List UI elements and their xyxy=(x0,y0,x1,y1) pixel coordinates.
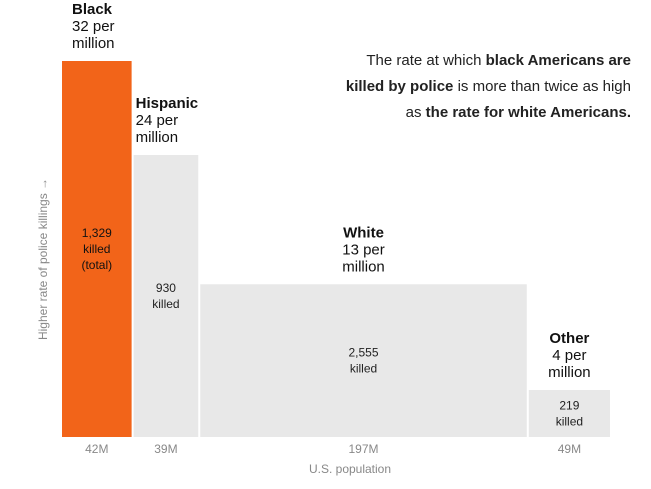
bars-group xyxy=(62,61,610,437)
population-label-hispanic: 39M xyxy=(154,442,177,456)
rate-unit-label-black: million xyxy=(72,35,115,52)
annotation-bold: the rate for white Americans. xyxy=(425,104,631,121)
bar-black xyxy=(62,61,132,437)
rate-unit-label-other: million xyxy=(548,364,591,381)
killed-label-hispanic: 930 xyxy=(156,281,176,295)
rate-label-white: 13 per xyxy=(342,241,385,258)
killed-label-white: 2,555 xyxy=(349,346,379,360)
rate-label-black: 32 per xyxy=(72,18,115,35)
bar-other xyxy=(528,390,610,437)
bar-hispanic xyxy=(133,155,199,437)
killed-labels-group: 1,329 killed (total) 930 killed 2,555 killed 21… xyxy=(81,226,583,429)
killed-label-other: 219 xyxy=(559,399,579,413)
population-labels-group: 42M 39M 197M 49M xyxy=(85,442,581,456)
killed-label-black: (total) xyxy=(81,258,112,272)
killed-label-black: 1,329 xyxy=(82,226,112,240)
killed-label-hispanic: killed xyxy=(152,297,179,311)
annotation-text: as xyxy=(405,104,426,121)
population-label-white: 197M xyxy=(349,442,379,456)
rate-label-hispanic: 24 per xyxy=(136,112,179,129)
population-label-black: 42M xyxy=(85,442,108,456)
category-label-black: Black xyxy=(72,1,113,18)
annotation-text: The rate at which xyxy=(366,52,486,69)
annotation: The rate at which black Americans are ki… xyxy=(311,48,631,126)
y-axis-label: Higher rate of police killings → xyxy=(36,178,50,340)
killed-label-other: killed xyxy=(556,415,583,429)
rate-unit-label-hispanic: million xyxy=(136,129,179,146)
killed-label-white: killed xyxy=(350,362,377,376)
killed-label-black: killed xyxy=(83,242,110,256)
annotation-bold: killed by police xyxy=(345,78,454,95)
population-label-other: 49M xyxy=(558,442,581,456)
annotation-bold: black Americans are xyxy=(485,52,631,69)
category-label-hispanic: Hispanic xyxy=(136,95,199,112)
x-axis-label: U.S. population xyxy=(309,462,391,476)
annotation-text: is more than twice as high xyxy=(453,78,631,95)
rate-unit-label-white: million xyxy=(342,258,385,275)
category-label-other: Other xyxy=(549,330,589,347)
category-label-white: White xyxy=(343,224,384,241)
bar-white xyxy=(200,284,527,437)
rate-label-other: 4 per xyxy=(552,347,586,364)
